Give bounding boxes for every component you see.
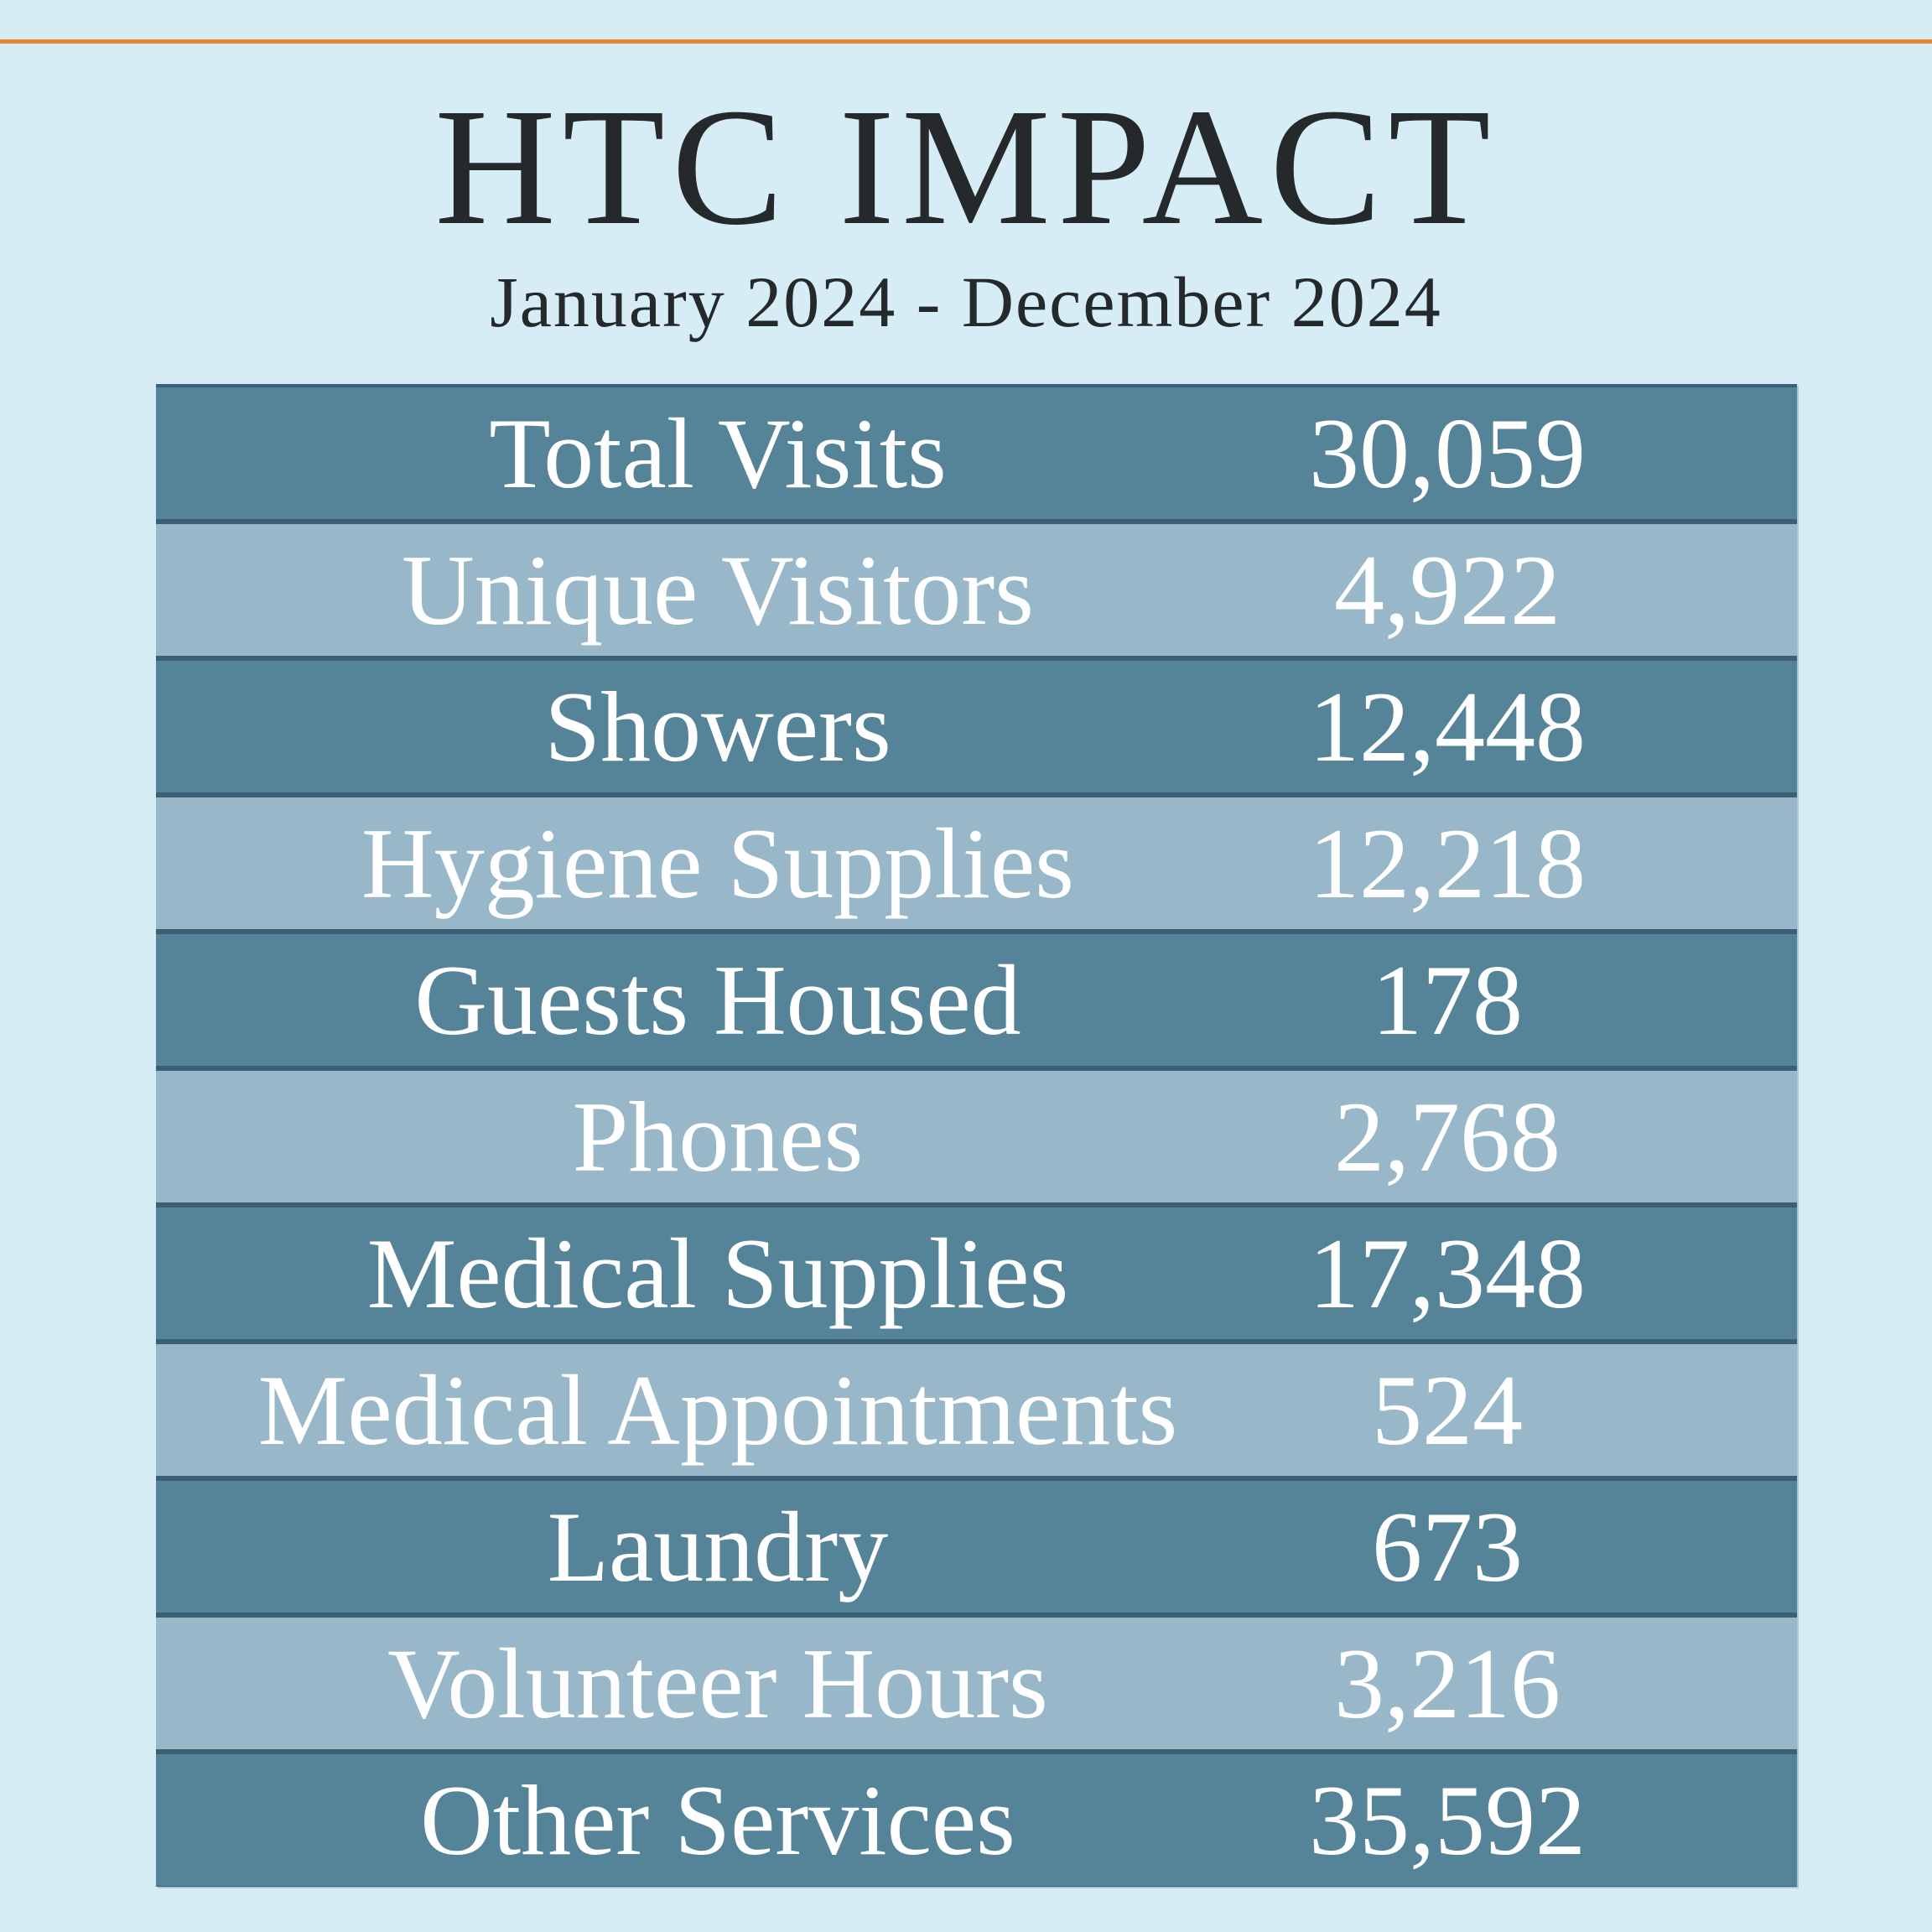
stat-label: Guests Housed <box>414 944 1021 1056</box>
impact-stats-table: Total Visits 30,059 Unique Visitors 4,92… <box>156 384 1797 1887</box>
stat-label: Laundry <box>547 1491 889 1602</box>
table-row: Medical Appointments 524 <box>156 1344 1797 1476</box>
date-range-subtitle: January 2024 - December 2024 <box>490 262 1442 342</box>
table-row: Other Services 35,592 <box>156 1754 1797 1886</box>
table-row: Guests Housed 178 <box>156 934 1797 1066</box>
stat-label: Other Services <box>420 1764 1015 1876</box>
stat-label: Unique Visitors <box>402 534 1034 646</box>
stat-value: 3,216 <box>1334 1628 1561 1739</box>
table-row: Showers 12,448 <box>156 661 1797 792</box>
table-row: Volunteer Hours 3,216 <box>156 1618 1797 1749</box>
stat-value: 12,448 <box>1309 671 1586 782</box>
stat-label: Showers <box>544 671 891 782</box>
top-accent-rule <box>0 39 1932 44</box>
page-title: HTC IMPACT <box>434 75 1498 260</box>
stat-label: Volunteer Hours <box>387 1628 1048 1739</box>
stat-value: 35,592 <box>1309 1764 1586 1876</box>
stat-value: 2,768 <box>1334 1081 1561 1192</box>
stat-label: Total Visits <box>489 397 947 509</box>
stat-label: Medical Appointments <box>257 1354 1178 1466</box>
stat-value: 178 <box>1372 944 1523 1056</box>
stat-value: 12,218 <box>1309 808 1586 919</box>
stat-value: 524 <box>1372 1354 1523 1466</box>
table-row: Phones 2,768 <box>156 1071 1797 1202</box>
stat-value: 4,922 <box>1334 534 1561 646</box>
table-row: Laundry 673 <box>156 1481 1797 1613</box>
table-row: Total Visits 30,059 <box>156 387 1797 519</box>
stat-label: Phones <box>572 1081 864 1192</box>
stat-value: 673 <box>1372 1491 1523 1602</box>
table-row: Medical Supplies 17,348 <box>156 1208 1797 1339</box>
table-row: Unique Visitors 4,922 <box>156 524 1797 656</box>
stat-label: Hygiene Supplies <box>361 808 1074 919</box>
stat-value: 17,348 <box>1309 1218 1586 1329</box>
stat-label: Medical Supplies <box>366 1218 1069 1329</box>
table-row: Hygiene Supplies 12,218 <box>156 797 1797 929</box>
stat-value: 30,059 <box>1309 397 1586 509</box>
